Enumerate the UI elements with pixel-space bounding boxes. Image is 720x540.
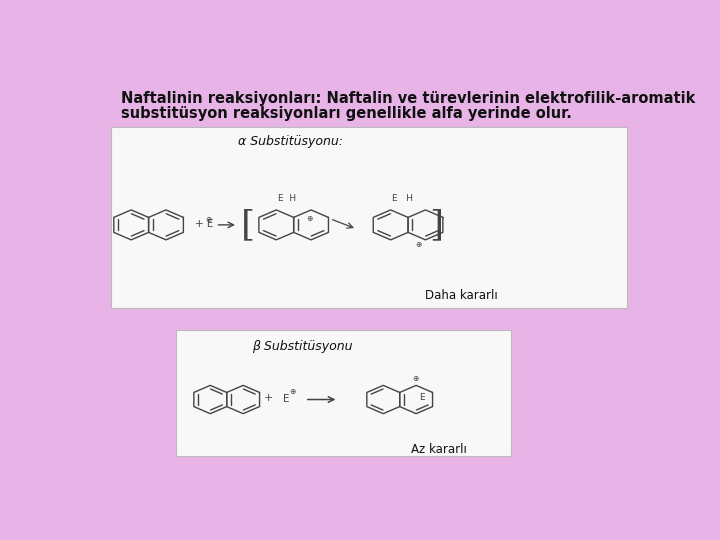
FancyBboxPatch shape xyxy=(176,329,511,456)
FancyBboxPatch shape xyxy=(111,127,627,308)
Text: + E: + E xyxy=(195,219,213,229)
Text: Naftalinin reaksiyonları: Naftalin ve türevlerinin elektrofilik-aromatik: Naftalinin reaksiyonları: Naftalin ve tü… xyxy=(121,91,695,106)
Text: ⊕: ⊕ xyxy=(289,387,296,396)
Text: E   H: E H xyxy=(392,194,413,202)
Text: E: E xyxy=(418,393,424,402)
Text: +: + xyxy=(264,393,274,403)
Text: substitüsyon reaksiyonları genellikle alfa yerinde olur.: substitüsyon reaksiyonları genellikle al… xyxy=(121,106,572,122)
Text: ⊕: ⊕ xyxy=(307,214,313,222)
Text: E  H: E H xyxy=(278,194,296,202)
Text: ⊕: ⊕ xyxy=(415,240,421,249)
Text: [: [ xyxy=(240,208,255,242)
Text: ]: ] xyxy=(429,208,444,242)
Text: Az kararlı: Az kararlı xyxy=(411,443,467,456)
Text: Daha kararlı: Daha kararlı xyxy=(425,289,498,302)
Text: β Substitüsyonu: β Substitüsyonu xyxy=(252,340,352,353)
Text: α Substitüsyonu:: α Substitüsyonu: xyxy=(238,135,343,148)
Text: ⊕: ⊕ xyxy=(412,374,418,383)
Text: ⊕: ⊕ xyxy=(205,215,212,224)
Text: E: E xyxy=(282,394,289,404)
